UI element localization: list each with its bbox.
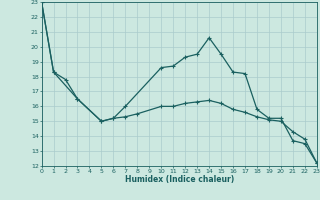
X-axis label: Humidex (Indice chaleur): Humidex (Indice chaleur): [124, 175, 234, 184]
